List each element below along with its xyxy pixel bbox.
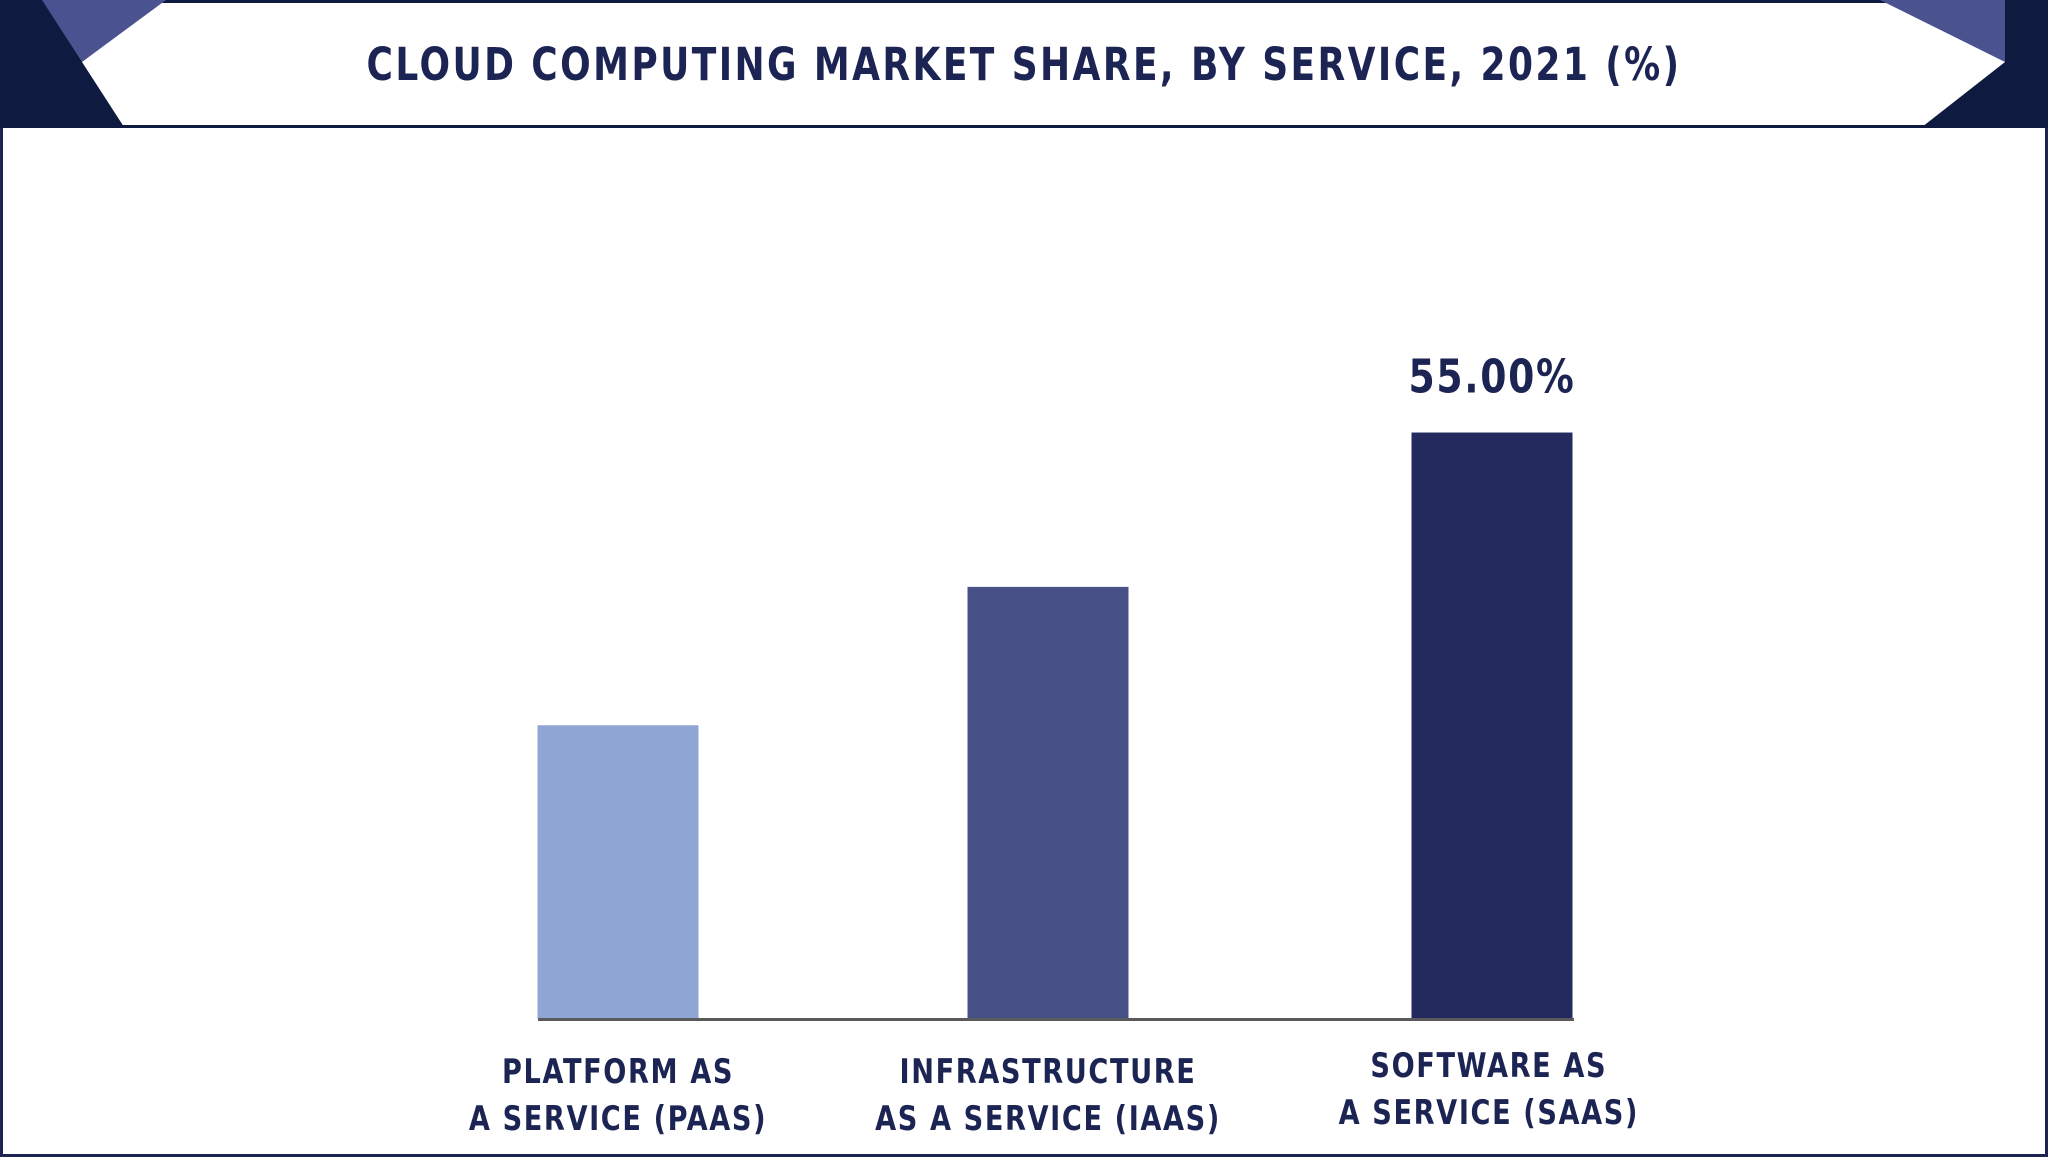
data-label-3: 55.00% [1409, 350, 1576, 404]
header-top-bar [0, 0, 2048, 3]
bar-1 [537, 725, 699, 1018]
category-label-3-line-2: A SERVICE (SAAS) [1339, 1093, 1639, 1133]
chart-title: CLOUD COMPUTING MARKET SHARE, BY SERVICE… [366, 38, 1682, 91]
category-label-1-line-2: A SERVICE (PAAS) [469, 1099, 767, 1139]
header-banner [0, 0, 2048, 128]
category-label-2-line-2: AS A SERVICE (IAAS) [875, 1099, 1221, 1139]
category-label-3-line-1: SOFTWARE AS [1370, 1046, 1607, 1086]
category-label-1-line-1: PLATFORM AS [502, 1052, 734, 1092]
header-left-dark-corner [0, 0, 124, 127]
bar-2 [967, 586, 1129, 1018]
header-right-dark-corner [1922, 0, 2048, 127]
header-right-accent [1880, 0, 2005, 62]
header-left-accent [42, 0, 166, 62]
category-label-2-line-1: INFRASTRUCTURE [900, 1052, 1197, 1092]
bar-3 [1411, 432, 1573, 1018]
header-bottom-rule [0, 125, 2048, 128]
